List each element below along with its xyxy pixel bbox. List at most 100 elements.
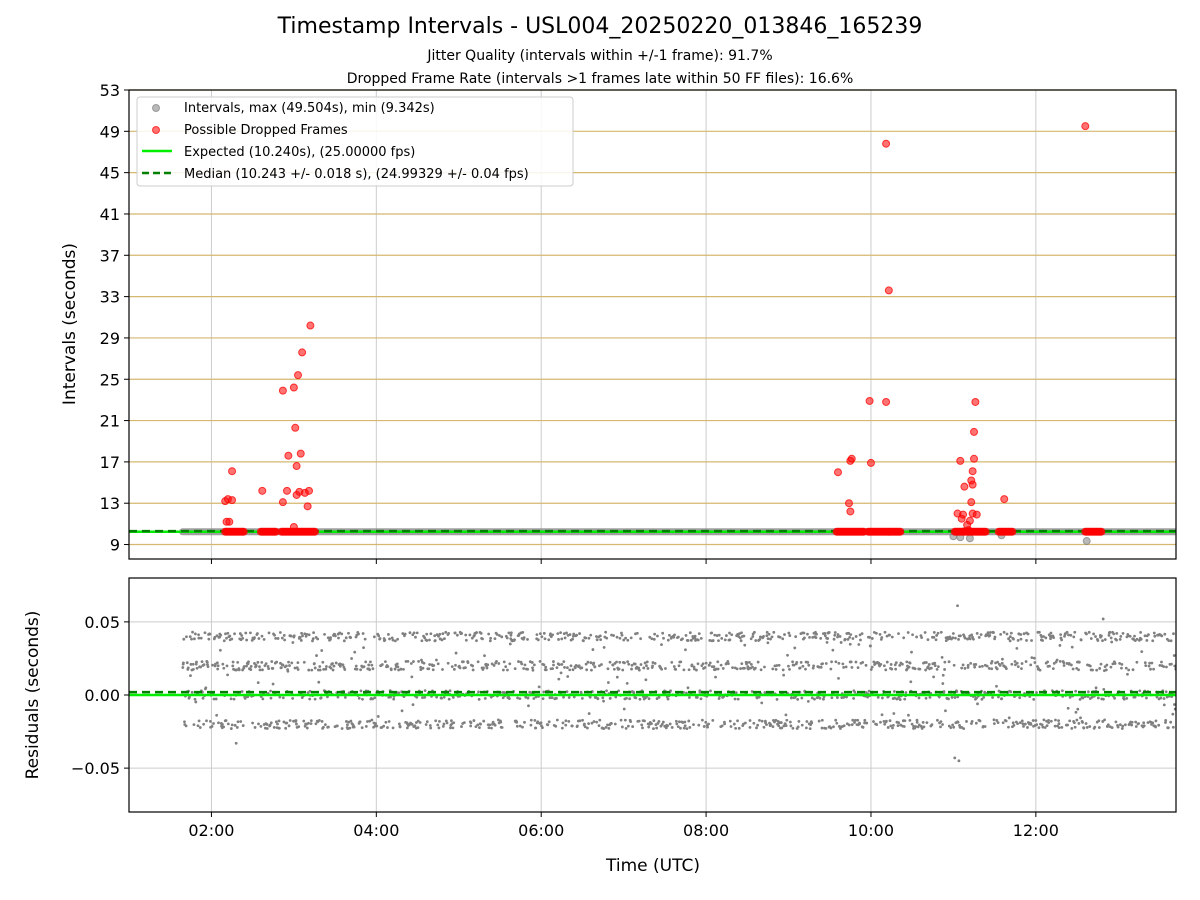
residual-point xyxy=(784,713,788,717)
residual-point xyxy=(798,666,802,670)
residual-point xyxy=(399,667,403,671)
residual-point xyxy=(858,633,862,637)
dropped-frame-point xyxy=(970,454,979,463)
residual-point xyxy=(1107,633,1111,637)
residual-point xyxy=(935,634,939,637)
residual-point xyxy=(1138,689,1142,693)
residual-point xyxy=(314,722,318,726)
residual-point xyxy=(787,631,791,635)
residual-point xyxy=(216,664,220,668)
residual-point xyxy=(853,721,856,724)
residual-point xyxy=(221,662,225,666)
residual-point xyxy=(799,660,803,664)
residual-point xyxy=(612,667,616,671)
residual-point xyxy=(884,668,888,672)
residual-point xyxy=(955,690,959,693)
residual-point xyxy=(932,635,936,639)
residual-point xyxy=(596,697,600,701)
residual-point xyxy=(253,726,257,729)
residual-point xyxy=(697,632,701,636)
residual-point xyxy=(915,635,919,639)
residual-point xyxy=(1059,633,1063,637)
residual-point xyxy=(277,726,281,730)
residual-point xyxy=(626,724,630,728)
dropped-frame-point xyxy=(866,458,875,467)
residual-point xyxy=(951,632,955,635)
residual-point xyxy=(910,650,913,654)
residual-point xyxy=(929,666,933,670)
residual-point xyxy=(1072,635,1076,639)
residual-point xyxy=(552,663,555,667)
dropped-frame-point xyxy=(844,499,853,508)
residual-point xyxy=(360,726,364,730)
residual-point xyxy=(1062,661,1066,665)
residual-point xyxy=(675,722,679,726)
residual-point xyxy=(591,648,595,651)
residual-point xyxy=(796,697,800,701)
residual-point xyxy=(1007,637,1010,641)
residual-point xyxy=(915,720,919,724)
residual-point xyxy=(251,721,255,725)
residual-point xyxy=(832,725,835,729)
residual-point xyxy=(318,668,322,672)
residual-point xyxy=(267,631,271,635)
residual-point xyxy=(900,662,904,666)
residual-point xyxy=(1118,723,1122,727)
residual-point xyxy=(543,637,547,641)
top-y-tick-label: 13 xyxy=(100,494,120,513)
residual-point xyxy=(968,637,972,641)
residual-point xyxy=(734,691,738,695)
residual-point xyxy=(950,696,954,699)
residual-point xyxy=(604,725,608,729)
residual-point xyxy=(580,696,584,700)
residual-point xyxy=(606,723,609,727)
residual-point xyxy=(1031,719,1035,722)
residual-point xyxy=(829,726,833,730)
residual-point xyxy=(749,662,753,666)
residual-point xyxy=(205,719,208,723)
residual-point xyxy=(318,719,321,722)
residual-point xyxy=(183,720,186,724)
residual-point xyxy=(260,634,264,638)
residual-point xyxy=(620,631,623,635)
residual-point xyxy=(888,719,892,723)
residual-point xyxy=(1160,634,1164,638)
residual-point xyxy=(643,661,647,665)
residual-point xyxy=(686,686,690,690)
residual-point xyxy=(1009,631,1013,635)
residual-point xyxy=(384,720,388,724)
residual-point xyxy=(433,634,437,638)
residual-point xyxy=(880,713,884,717)
dropped-frame-point xyxy=(965,516,974,525)
residual-point xyxy=(880,636,884,639)
residual-point xyxy=(462,721,466,724)
residual-point xyxy=(666,697,670,701)
residual-point xyxy=(289,634,293,638)
residual-point xyxy=(598,664,601,668)
residual-point xyxy=(559,671,563,675)
residual-point xyxy=(245,638,249,642)
residual-point xyxy=(331,668,335,672)
residual-point xyxy=(420,639,424,643)
residual-point xyxy=(919,724,923,728)
residual-point xyxy=(599,638,603,642)
residual-point xyxy=(1057,719,1060,723)
residual-point xyxy=(1012,637,1015,641)
residual-point xyxy=(1046,660,1050,664)
residual-point xyxy=(194,700,198,704)
dropped-frame-point xyxy=(303,502,312,511)
residual-point xyxy=(1057,726,1061,730)
residual-point xyxy=(626,660,630,664)
residual-point xyxy=(951,636,955,640)
residual-point xyxy=(325,665,328,668)
residual-point xyxy=(276,722,279,726)
residual-point xyxy=(451,696,455,699)
residual-point xyxy=(1127,668,1131,672)
residual-point xyxy=(442,722,446,726)
residual-point xyxy=(602,646,606,649)
residual-point xyxy=(1084,722,1088,725)
residual-point xyxy=(1016,665,1020,669)
residual-point xyxy=(303,632,307,636)
residual-point xyxy=(1130,723,1134,727)
residual-point xyxy=(1018,721,1022,725)
